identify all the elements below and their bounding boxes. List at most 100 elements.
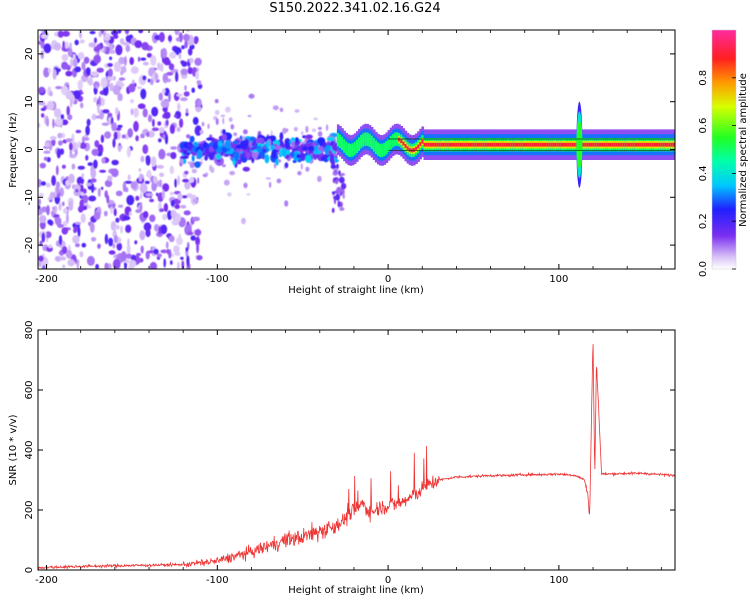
spectrogram-blob: [125, 253, 133, 259]
spectrogram-blob: [246, 193, 251, 196]
spectrogram-blob: [192, 116, 199, 125]
spectrogram-blob: [109, 56, 113, 61]
spectrogram-blob: [93, 46, 101, 53]
signal-segment: [412, 148, 416, 152]
spectrogram-blob: [111, 122, 117, 132]
spectrogram-blob: [246, 145, 251, 153]
signal-segment: [662, 142, 665, 147]
spectrogram-blob: [72, 53, 76, 60]
spectrogram-blob: [140, 245, 144, 254]
signal-segment: [493, 142, 496, 147]
signal-segment: [341, 141, 344, 146]
spectrogram-blob: [66, 105, 70, 116]
page-title: S150.2022.341.02.16.G24: [269, 1, 441, 16]
spectrogram-blob: [91, 148, 99, 156]
spectrogram-blob: [151, 181, 157, 192]
spectrogram-blob: [125, 187, 129, 193]
spectrogram-blob: [161, 189, 165, 200]
spectrogram-blob: [285, 149, 290, 155]
spectrogram-blob: [95, 263, 99, 269]
spectrogram-blob: [81, 61, 86, 71]
spectrogram-blob: [187, 67, 193, 75]
spectrogram-blob: [106, 194, 110, 204]
spectrogram-blob: [222, 164, 226, 168]
spectrogram-blob: [317, 175, 322, 183]
signal-segment: [446, 142, 450, 147]
signal-segment: [351, 148, 355, 152]
signal-segment: [362, 138, 365, 142]
signal-segment: [573, 142, 577, 147]
spectrogram-blob: [107, 76, 114, 82]
spectrogram-blob: [197, 177, 200, 184]
spectrogram-blob: [112, 138, 116, 148]
spectrogram-blob: [135, 195, 140, 201]
spectrogram-blob: [57, 68, 61, 72]
spectrogram-blob: [214, 109, 220, 116]
signal-segment: [649, 142, 653, 147]
spectrogram-blob: [139, 183, 148, 194]
spectrogram-blob: [159, 127, 165, 134]
signal-segment: [630, 142, 634, 147]
spectrogram-blob: [68, 201, 74, 211]
spectrogram-blob: [174, 30, 180, 36]
spectrogram-blob: [184, 180, 191, 190]
spectrogram-blob: [64, 41, 69, 49]
spectrogram-blob: [62, 264, 66, 269]
signal-segment: [508, 142, 511, 147]
spectrogram-blob: [117, 124, 123, 128]
spectrogram-blob: [146, 169, 152, 179]
spectrogram-blob: [112, 258, 121, 269]
spectrogram-blob: [158, 92, 163, 101]
signal-segment: [632, 142, 636, 147]
spectrogram-blob: [186, 193, 193, 199]
spectrogram-blob: [276, 178, 282, 184]
spectrogram-blob: [271, 149, 277, 159]
spectrogram-blob: [223, 179, 230, 186]
spectrogram-blob: [77, 52, 85, 60]
spectrogram-blob: [212, 142, 218, 150]
spectrogram-blob: [247, 115, 252, 117]
spectrogram-blob: [300, 152, 305, 159]
spectrogram-blob: [296, 154, 301, 159]
signal-segment: [478, 142, 482, 147]
spectrogram-blob: [53, 205, 58, 214]
spectrogram-blob: [177, 175, 180, 186]
spectrogram-blob: [191, 87, 195, 93]
spectrogram-blob: [113, 131, 118, 140]
signal-segment: [637, 142, 640, 147]
signal-segment: [400, 139, 403, 144]
spectrogram-blob: [87, 162, 93, 167]
spectrogram-blob: [185, 111, 189, 117]
spectrogram-blob: [184, 85, 187, 91]
spectrogram-blob: [195, 71, 200, 80]
spectrogram-blob: [284, 162, 289, 169]
spectrogram-blob: [100, 134, 105, 143]
snr-series-line: [38, 344, 675, 570]
signal-segment: [609, 142, 613, 147]
colorbar-tick-label: 0.8: [698, 70, 709, 86]
signal-segment: [592, 142, 596, 147]
spectrogram-blob: [76, 176, 85, 185]
colorbar-gradient: [711, 29, 737, 270]
signal-segment: [501, 142, 505, 147]
spectrogram-blob: [43, 43, 52, 54]
spectrogram-y-label: Frequency (Hz): [8, 112, 19, 188]
spectrogram-blob: [93, 96, 98, 103]
spectrogram-blob: [183, 210, 191, 216]
spectrogram-blob: [225, 106, 231, 113]
signal-segment: [364, 137, 367, 141]
spectrogram-blob: [48, 67, 51, 74]
signal-segment: [438, 142, 441, 147]
spectrogram-blob: [142, 144, 149, 154]
spectrogram-blob: [142, 75, 147, 81]
spectrogram-blob: [130, 66, 139, 74]
signal-segment: [383, 147, 387, 152]
spectrogram-blob: [159, 63, 164, 72]
signal-segment: [432, 142, 435, 147]
spectrogram-blob: [157, 121, 162, 126]
spectrogram-blob: [222, 129, 226, 135]
colorbar-label: Normalized spectral amplitude: [738, 73, 749, 227]
spectrogram-blob: [126, 195, 135, 206]
spectrogram-blob: [185, 247, 189, 252]
